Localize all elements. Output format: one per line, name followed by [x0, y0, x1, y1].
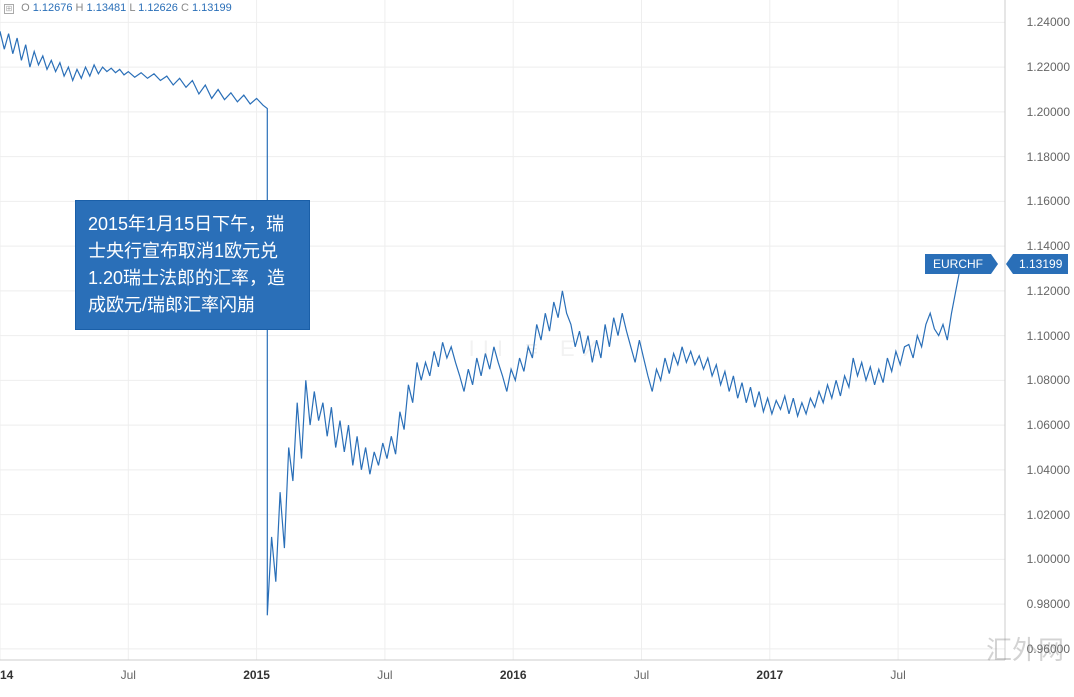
y-tick-label: 1.14000	[1027, 239, 1070, 253]
open-value: 1.12676	[33, 2, 73, 14]
y-tick-label: 0.98000	[1027, 597, 1070, 611]
expand-icon[interactable]: ⊞	[4, 4, 14, 14]
watermark-center: III ≡ EX	[469, 336, 606, 362]
chart-container: ⊞ O 1.12676 H 1.13481 L 1.12626 C 1.1319…	[0, 0, 1074, 697]
symbol-tag: EURCHF	[925, 254, 991, 274]
x-tick-label: Jul	[377, 668, 392, 682]
ohlc-bar: ⊞ O 1.12676 H 1.13481 L 1.12626 C 1.1319…	[4, 2, 232, 14]
y-tick-label: 1.16000	[1027, 194, 1070, 208]
x-tick-label: Jul	[890, 668, 905, 682]
y-tick-label: 1.10000	[1027, 329, 1070, 343]
high-value: 1.13481	[87, 2, 127, 14]
x-tick-label: 2014	[0, 668, 13, 682]
y-tick-label: 1.22000	[1027, 60, 1070, 74]
low-label: L	[129, 2, 135, 14]
low-value: 1.12626	[138, 2, 178, 14]
high-label: H	[76, 2, 84, 14]
x-tick-label: Jul	[634, 668, 649, 682]
x-tick-label: Jul	[121, 668, 136, 682]
watermark-corner: 汇外网	[986, 630, 1064, 667]
y-tick-label: 1.24000	[1027, 15, 1070, 29]
y-tick-label: 1.00000	[1027, 552, 1070, 566]
x-tick-label: 2016	[500, 668, 527, 682]
x-tick-label: 2015	[243, 668, 270, 682]
y-tick-label: 1.20000	[1027, 105, 1070, 119]
y-tick-label: 1.04000	[1027, 463, 1070, 477]
x-tick-label: 2017	[756, 668, 783, 682]
close-label: C	[181, 2, 189, 14]
y-tick-label: 1.18000	[1027, 150, 1070, 164]
open-label: O	[21, 2, 30, 14]
current-price-tag: 1.13199	[1013, 254, 1068, 274]
annotation-box[interactable]: 2015年1月15日下午，瑞士央行宣布取消1欧元兑1.20瑞士法郎的汇率，造成欧…	[75, 200, 310, 330]
y-tick-label: 1.02000	[1027, 508, 1070, 522]
y-tick-label: 1.08000	[1027, 373, 1070, 387]
y-tick-label: 1.12000	[1027, 284, 1070, 298]
y-tick-label: 1.06000	[1027, 418, 1070, 432]
close-value: 1.13199	[192, 2, 232, 14]
